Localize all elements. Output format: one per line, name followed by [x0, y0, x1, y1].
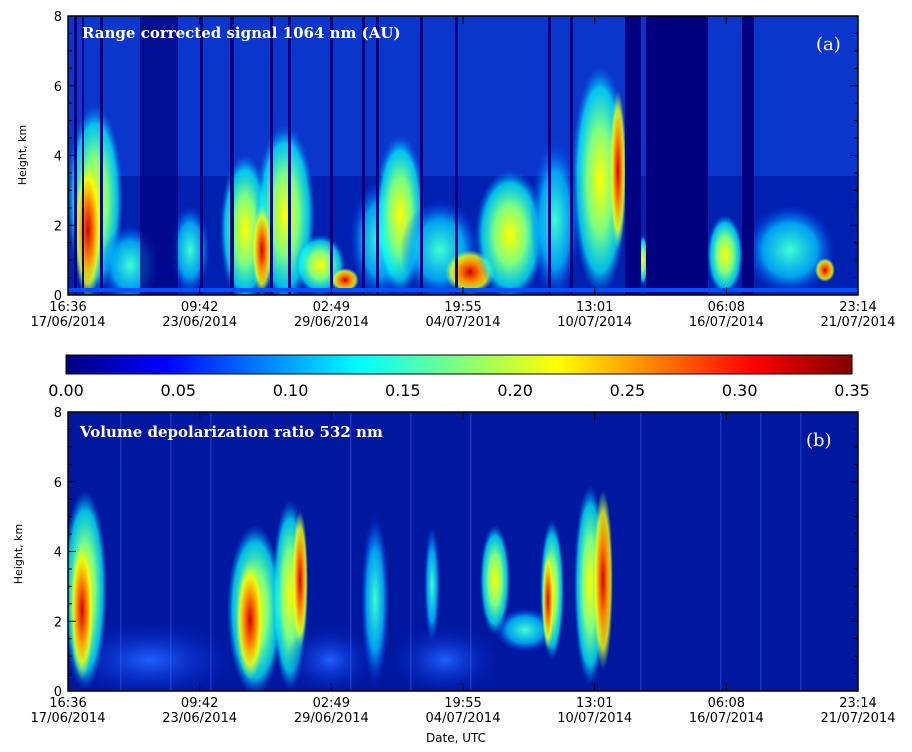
panel-b-y-tick-label: 2 [54, 615, 62, 630]
panel-b-x-tick-time: 19:55 [444, 696, 481, 711]
panel-b-heatmap [68, 412, 802, 691]
panel-a-letter: (a) [816, 34, 841, 55]
panel-b-x-tick-time: 23:14 [839, 696, 876, 711]
panel-a-x-tick-time: 23:14 [839, 300, 876, 315]
panel-a-x-tick-date: 17/06/2014 [31, 315, 106, 330]
colorbar-tick-label: 0.25 [610, 381, 646, 400]
panel-a-y-axis: 0 2 4 6 8 [54, 10, 858, 304]
panel-b-x-tick-date: 16/07/2014 [689, 711, 764, 726]
panel-b-y-tick-label: 8 [54, 406, 62, 421]
panel-a-x-tick-time: 09:42 [181, 300, 218, 315]
colorbar-gradient [65, 354, 853, 375]
panel-a-x-tick-time: 02:49 [313, 300, 350, 315]
panel-a-x-tick-date: 21/07/2014 [821, 315, 896, 330]
panel-a-x-tick-date: 04/07/2014 [426, 315, 501, 330]
panel-b-y-axis: 0 2 4 6 8 [54, 406, 858, 700]
colorbar-tick-label: 0.10 [273, 381, 309, 400]
colorbar-tick-label: 0.00 [48, 381, 84, 400]
panel-a-x-tick-time: 19:55 [444, 300, 481, 315]
panel-a-y-tick-label: 2 [54, 219, 62, 234]
panel-b-y-tick-label: 6 [54, 476, 62, 491]
panel-b-x-tick-date: 04/07/2014 [426, 711, 501, 726]
panel-b-x-tick-date: 21/07/2014 [821, 711, 896, 726]
panel-a-x-tick-date: 29/06/2014 [294, 315, 369, 330]
panel-b-letter: (b) [806, 430, 832, 451]
panel-a-y-tick-label: 0 [54, 289, 62, 304]
colorbar-tick-label: 0.35 [834, 381, 870, 400]
colorbar-tick-label: 0.05 [160, 381, 196, 400]
panel-b-x-tick-date: 29/06/2014 [294, 711, 369, 726]
panel-a-heatmap [68, 16, 858, 295]
panel-b-x-tick-time: 16:36 [49, 696, 86, 711]
panel-a-x-tick-time: 16:36 [49, 300, 86, 315]
panel-b-y-label: Height, km [12, 524, 25, 584]
panel-b-x-tick-date: 10/07/2014 [557, 711, 632, 726]
panel-b-y-tick-label: 0 [54, 685, 62, 700]
panel-a-x-tick-time: 06:08 [708, 300, 745, 315]
panel-b-y-tick-label: 4 [54, 546, 62, 561]
panel-a-y-tick-label: 4 [54, 150, 62, 165]
panel-a-x-tick-time: 13:01 [576, 300, 613, 315]
panel-a-y-tick-label: 6 [54, 80, 62, 95]
colorbar: 0.00 0.05 0.10 0.15 0.20 0.25 0.30 0.35 [48, 354, 870, 400]
panel-a-x-tick-date: 16/07/2014 [689, 315, 764, 330]
panel-b-x-tick-time: 13:01 [576, 696, 613, 711]
panel-b-title: Volume depolarization ratio 532 nm [79, 423, 383, 441]
panel-a-y-label: Height, km [16, 125, 29, 185]
panel-b-x-tick-time: 02:49 [313, 696, 350, 711]
panel-b-x-tick-time: 09:42 [181, 696, 218, 711]
panel-b-x-tick-time: 06:08 [708, 696, 745, 711]
panel-b-x-label: Date, UTC [426, 731, 486, 745]
colorbar-tick-label: 0.15 [385, 381, 421, 400]
panel-a-title: Range corrected signal 1064 nm (AU) [82, 24, 401, 42]
panel-b-x-tick-date: 17/06/2014 [31, 711, 106, 726]
panel-b-x-tick-date: 23/06/2014 [162, 711, 237, 726]
colorbar-tick-label: 0.20 [497, 381, 533, 400]
colorbar-tick-label: 0.30 [722, 381, 758, 400]
colorbar-ticks: 0.00 0.05 0.10 0.15 0.20 0.25 0.30 0.35 [48, 381, 870, 400]
panel-a-x-tick-date: 23/06/2014 [162, 315, 237, 330]
panel-a-y-tick-label: 8 [54, 10, 62, 25]
panel-a-x-tick-date: 10/07/2014 [557, 315, 632, 330]
